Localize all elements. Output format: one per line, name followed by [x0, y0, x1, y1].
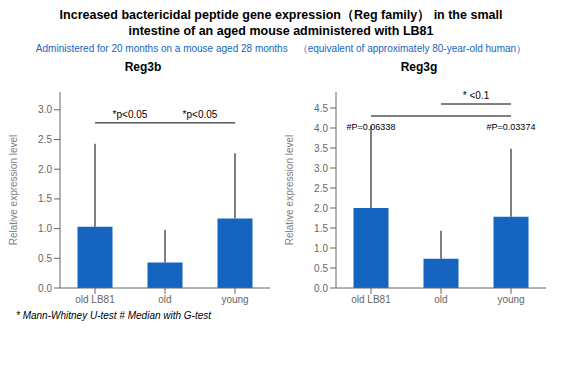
svg-text:old LB81: old LB81 [351, 294, 391, 305]
svg-text:2.5: 2.5 [38, 134, 52, 145]
svg-text:4.5: 4.5 [314, 103, 328, 114]
svg-text:2.0: 2.0 [38, 164, 52, 175]
svg-text:Relative expression level: Relative expression level [8, 135, 19, 246]
svg-text:3.0: 3.0 [314, 163, 328, 174]
html-text:Reg3g: Reg3g [400, 60, 438, 75]
svg-text:0.0: 0.0 [38, 283, 52, 294]
svg-text:4.0: 4.0 [314, 123, 328, 134]
html-text:* Mann-Whitney U-test # Median: * Mann-Whitney U-test # Median with G-te… [16, 310, 212, 322]
svg-text:#P=0.06338: #P=0.06338 [347, 123, 396, 133]
svg-text:old: old [158, 294, 171, 305]
svg-text:young: young [221, 294, 248, 305]
html-text:Administered for 20 months on: Administered for 20 months on a mouse ag… [35, 43, 527, 55]
svg-text:old LB81: old LB81 [75, 294, 115, 305]
svg-text:Relative expression level: Relative expression level [284, 135, 295, 246]
svg-text:young: young [497, 294, 524, 305]
html-text:Increased bactericidal peptide: Increased bactericidal peptide gene expr… [59, 8, 503, 38]
svg-text:2.0: 2.0 [314, 203, 328, 214]
svg-text:1.5: 1.5 [38, 194, 52, 205]
svg-text:1.0: 1.0 [38, 223, 52, 234]
svg-text:0.5: 0.5 [314, 263, 328, 274]
svg-text:* <0.1: * <0.1 [463, 90, 490, 101]
svg-text:3.0: 3.0 [38, 105, 52, 116]
svg-text:1.5: 1.5 [314, 223, 328, 234]
svg-text:0.5: 0.5 [38, 253, 52, 264]
svg-text:3.5: 3.5 [314, 143, 328, 154]
svg-text:#P=0.03374: #P=0.03374 [487, 123, 536, 133]
html-text:Reg3b: Reg3b [124, 60, 162, 75]
svg-text:old: old [434, 294, 447, 305]
svg-text:0.0: 0.0 [314, 283, 328, 294]
svg-text:1.0: 1.0 [314, 243, 328, 254]
svg-text:*p<0.05: *p<0.05 [183, 109, 218, 120]
svg-text:2.5: 2.5 [314, 183, 328, 194]
svg-text:*p<0.05: *p<0.05 [113, 109, 148, 120]
